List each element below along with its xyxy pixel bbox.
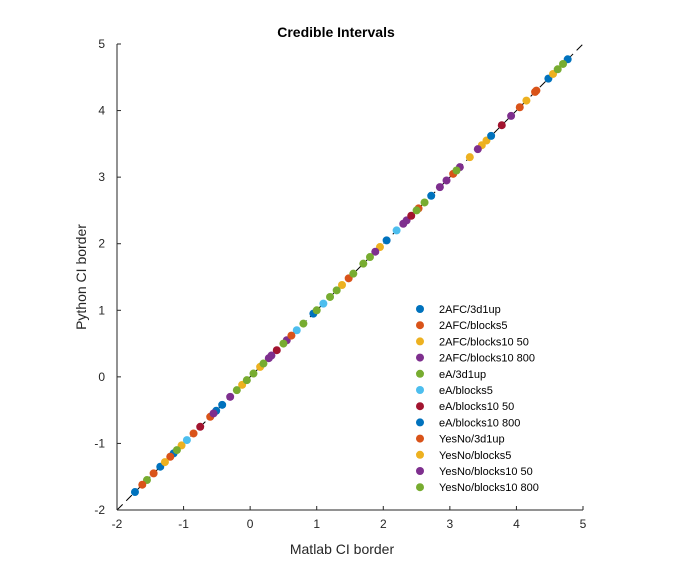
- legend: 2AFC/3d1up 2AFC/blocks5 2AFC/blocks10 50 2A…: [416, 304, 539, 494]
- data-point-series-6: [196, 422, 205, 431]
- data-point-series-10: [267, 351, 276, 360]
- data-point-series-5: [392, 226, 401, 235]
- legend-marker: [416, 402, 424, 411]
- y-axis-label: Python CI border: [73, 224, 89, 330]
- legend-entry: eA/blocks10 50: [439, 401, 514, 413]
- data-point-series-5: [182, 436, 191, 445]
- data-point-series-9: [338, 280, 347, 289]
- data-point-series-11: [412, 206, 421, 215]
- legend-entry: 2AFC/blocks10 50: [439, 336, 529, 348]
- x-axis-label: Matlab CI border: [290, 541, 395, 557]
- data-points: [130, 55, 572, 497]
- data-point-series-0: [382, 236, 391, 245]
- data-point-series-10: [473, 145, 482, 154]
- data-point-series-10: [442, 176, 451, 185]
- legend-marker: [416, 467, 424, 475]
- data-point-series-11: [312, 306, 321, 315]
- legend-marker: [416, 353, 424, 362]
- y-tick-label: 2: [98, 237, 105, 251]
- data-point-series-11: [172, 446, 181, 455]
- data-point-series-8: [138, 480, 147, 489]
- y-tick-label: 5: [98, 37, 105, 51]
- x-tick-label: 4: [513, 517, 520, 531]
- data-point-series-4: [553, 65, 562, 74]
- chart-title: Credible Intervals: [277, 24, 395, 40]
- data-point-series-7: [487, 131, 496, 140]
- legend-marker: [416, 369, 424, 378]
- data-point-series-7: [218, 400, 227, 409]
- y-tick-label: 0: [98, 370, 105, 384]
- legend-marker: [416, 321, 424, 330]
- data-point-series-10: [399, 219, 408, 228]
- data-point-series-10: [209, 409, 218, 418]
- legend-marker: [416, 418, 424, 427]
- legend-entry: 2AFC/blocks5: [439, 320, 507, 332]
- data-point-series-0: [130, 488, 139, 497]
- x-tick-label: 0: [247, 517, 254, 531]
- data-point-series-4: [359, 259, 368, 268]
- y-tick-label: 4: [98, 104, 105, 118]
- legend-marker: [416, 450, 424, 459]
- data-point-series-8: [189, 429, 198, 438]
- data-point-series-1: [149, 469, 158, 478]
- data-point-series-3: [507, 111, 516, 120]
- data-point-series-5: [292, 326, 301, 335]
- data-point-series-3: [435, 183, 444, 192]
- y-tick-label: -1: [94, 436, 105, 450]
- legend-entry: eA/blocks10 800: [439, 417, 520, 429]
- data-point-series-11: [259, 359, 268, 368]
- legend-entry: YesNo/blocks10 50: [439, 466, 533, 478]
- legend-entry: 2AFC/3d1up: [439, 304, 501, 316]
- legend-entry: YesNo/blocks5: [439, 450, 511, 462]
- data-point-series-11: [349, 269, 358, 278]
- data-point-series-11: [452, 166, 461, 175]
- legend-marker: [416, 434, 424, 443]
- data-point-series-4: [326, 292, 335, 301]
- data-point-series-11: [249, 369, 258, 378]
- x-tick-label: 2: [380, 517, 387, 531]
- data-point-series-6: [497, 121, 506, 130]
- data-point-series-5: [319, 299, 328, 308]
- x-tick-label: -2: [112, 517, 123, 531]
- legend-marker: [416, 483, 424, 492]
- data-point-series-9: [522, 96, 531, 105]
- data-point-series-1: [166, 452, 175, 461]
- legend-entry: eA/3d1up: [439, 369, 486, 381]
- data-point-series-6: [407, 211, 416, 220]
- data-point-series-1: [515, 103, 524, 112]
- data-point-series-11: [299, 319, 308, 328]
- y-tick-label: 3: [98, 170, 105, 184]
- legend-entry: YesNo/3d1up: [439, 434, 505, 446]
- data-point-series-10: [371, 247, 380, 256]
- data-point-series-11: [332, 286, 341, 295]
- legend-marker: [416, 386, 424, 394]
- y-tick-label: 1: [98, 303, 105, 317]
- data-point-series-3: [226, 392, 235, 401]
- data-point-series-7: [427, 191, 436, 200]
- data-point-series-2: [465, 153, 474, 162]
- data-point-series-4: [242, 376, 251, 385]
- legend-marker: [416, 337, 424, 346]
- data-point-series-8: [531, 87, 540, 96]
- x-tick-label: 1: [313, 517, 320, 531]
- data-point-series-6: [272, 346, 281, 355]
- x-tick-label: 3: [447, 517, 454, 531]
- legend-marker: [416, 305, 424, 313]
- x-tick-label: 5: [580, 517, 587, 531]
- data-point-series-8: [287, 331, 296, 340]
- legend-entry: 2AFC/blocks10 800: [439, 353, 535, 365]
- x-tick-label: -1: [178, 517, 189, 531]
- data-point-series-4: [279, 339, 288, 348]
- data-point-series-9: [160, 458, 169, 467]
- data-point-series-11: [365, 253, 374, 262]
- data-point-series-4: [420, 198, 429, 207]
- y-tick-label: -2: [94, 503, 105, 517]
- legend-entry: eA/blocks5: [439, 385, 493, 397]
- axes: -2 -1 0 1 2 3 4 5 -2 -1 0 1 2 3 4 5: [94, 37, 586, 531]
- data-point-series-11: [559, 59, 568, 68]
- legend-entry: YesNo/blocks10 800: [439, 482, 539, 494]
- data-point-series-11: [232, 386, 241, 395]
